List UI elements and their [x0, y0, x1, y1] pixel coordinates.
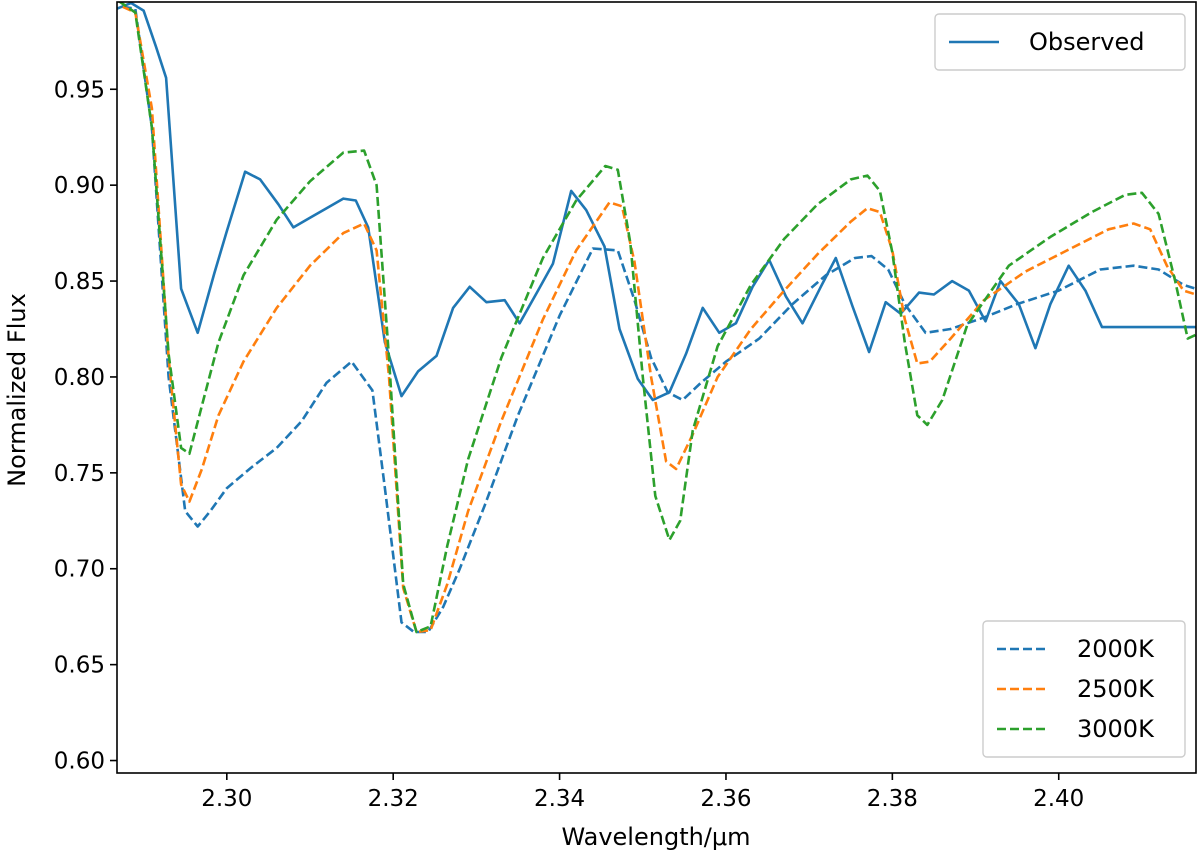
- legend-box: [934, 13, 1186, 71]
- y-tick-label: 0.60: [54, 749, 105, 775]
- x-tick-label: 2.34: [534, 786, 585, 812]
- x-axis: 2.30 2.32 2.34 2.36 2.38 2.40: [201, 773, 1084, 812]
- x-tick-label: 2.40: [1033, 786, 1084, 812]
- x-axis-title: Wavelength/μm: [561, 823, 750, 851]
- series-line-2000k: [122, 5, 1196, 634]
- legend-label-observed: Observed: [1029, 28, 1144, 56]
- x-tick-label: 2.36: [700, 786, 751, 812]
- legend-label-2500k: 2500K: [1077, 675, 1155, 703]
- y-tick-label: 0.65: [54, 653, 105, 679]
- series-layer: [117, 2, 1196, 634]
- legend-models: 2000K 2500K 3000K: [982, 620, 1186, 758]
- y-tick-label: 0.75: [54, 461, 105, 487]
- y-axis: 0.60 0.65 0.70 0.75 0.80 0.85 0.90 0.95: [54, 77, 117, 775]
- legend-observed: Observed: [934, 13, 1186, 71]
- x-tick-label: 2.32: [368, 786, 419, 812]
- series-line-3000k: [117, 2, 1196, 634]
- y-tick-label: 0.95: [54, 77, 105, 103]
- plot-area-frame: [116, 1, 1197, 774]
- x-tick-label: 2.38: [867, 786, 918, 812]
- y-tick-label: 0.85: [54, 269, 105, 295]
- y-tick-label: 0.70: [54, 557, 105, 583]
- y-axis-title: Normalized Flux: [3, 293, 31, 487]
- y-tick-label: 0.90: [54, 173, 105, 199]
- x-tick-label: 2.30: [201, 786, 252, 812]
- series-line-2500k: [122, 5, 1196, 634]
- legend-label-2000k: 2000K: [1077, 635, 1155, 663]
- y-tick-label: 0.80: [54, 365, 105, 391]
- legend-box: [982, 620, 1186, 758]
- legend-label-3000k: 3000K: [1077, 715, 1155, 743]
